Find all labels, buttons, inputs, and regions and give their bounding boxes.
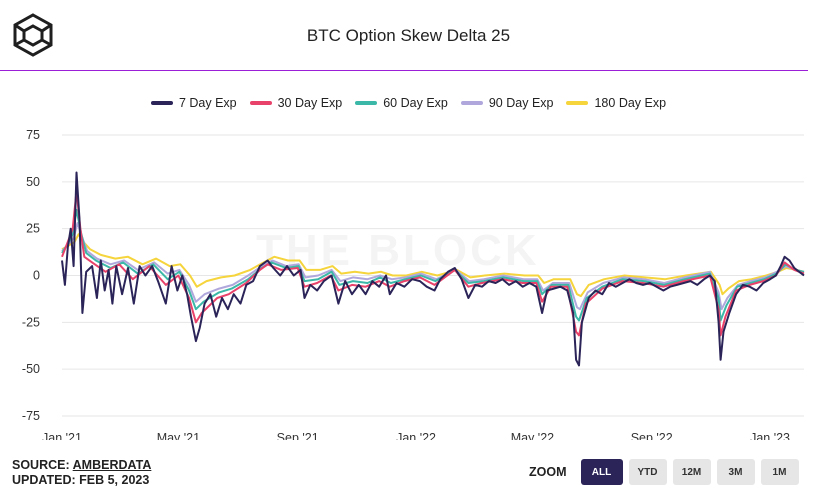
source-note: SOURCE: AMBERDATA UPDATED: FEB 5, 2023	[12, 458, 151, 488]
y-tick-label: -25	[22, 315, 40, 329]
zoom-all-button[interactable]: ALL	[580, 459, 623, 485]
legend-label: 180 Day Exp	[594, 96, 667, 110]
chart-legend: 7 Day Exp 30 Day Exp 60 Day Exp 90 Day Exp 1…	[0, 96, 817, 110]
legend-label: 7 Day Exp	[178, 96, 237, 110]
page-title: BTC Option Skew Delta 25	[306, 26, 511, 45]
y-tick-label: 50	[26, 175, 40, 189]
legend-swatch	[566, 101, 589, 105]
source-link[interactable]: AMBERDATA	[72, 458, 152, 472]
y-tick-label: -50	[22, 362, 40, 376]
series-line-90-day-exp	[61, 222, 805, 311]
series-line-30-day-exp	[61, 190, 805, 337]
updated-note: UPDATED: FEB 5, 2023	[12, 473, 150, 487]
zoom-ytd-button[interactable]: YTD	[628, 459, 667, 485]
legend-label: 60 Day Exp	[383, 96, 448, 110]
x-tick-label: May '21	[157, 431, 200, 440]
source-prefix: SOURCE:	[12, 458, 73, 472]
legend-swatch	[460, 101, 483, 105]
y-tick-label: 0	[33, 269, 40, 283]
series-line-7-day-exp	[61, 171, 805, 367]
y-tick-label: 25	[26, 222, 40, 236]
zoom-label: ZOOM	[529, 465, 567, 479]
series-line-60-day-exp	[61, 208, 805, 322]
y-tick-label: 75	[26, 128, 40, 142]
zoom-controls: ZOOM ALL YTD 12M 3M 1M	[529, 459, 805, 485]
x-tick-label: Sep '21	[277, 431, 319, 440]
header-divider	[0, 70, 808, 71]
legend-label: 90 Day Exp	[488, 96, 554, 110]
zoom-12m-button[interactable]: 12M	[672, 459, 711, 485]
zoom-3m-button[interactable]: 3M	[716, 459, 755, 485]
zoom-1m-button[interactable]: 1M	[760, 459, 799, 485]
legend-item-0[interactable]: 7 Day Exp	[150, 96, 237, 110]
watermark: THE BLOCK	[256, 226, 540, 276]
legend-swatch	[355, 101, 378, 105]
legend-item-4[interactable]: 180 Day Exp	[566, 96, 666, 110]
legend-swatch	[150, 101, 173, 105]
legend-label: 30 Day Exp	[277, 96, 343, 110]
x-tick-label: Jan '21	[42, 431, 82, 440]
y-tick-label: -75	[22, 409, 40, 423]
series-line-180-day-exp	[61, 233, 805, 298]
x-tick-label: Jan '22	[396, 431, 436, 440]
legend-swatch	[249, 101, 272, 105]
legend-item-3[interactable]: 90 Day Exp	[460, 96, 554, 110]
x-tick-label: Sep '22	[631, 431, 673, 440]
x-tick-label: Jan '23	[750, 431, 790, 440]
legend-item-1[interactable]: 30 Day Exp	[249, 96, 343, 110]
legend-item-2[interactable]: 60 Day Exp	[355, 96, 448, 110]
x-tick-label: May '22	[511, 431, 554, 440]
the-block-logo-icon	[13, 13, 53, 57]
